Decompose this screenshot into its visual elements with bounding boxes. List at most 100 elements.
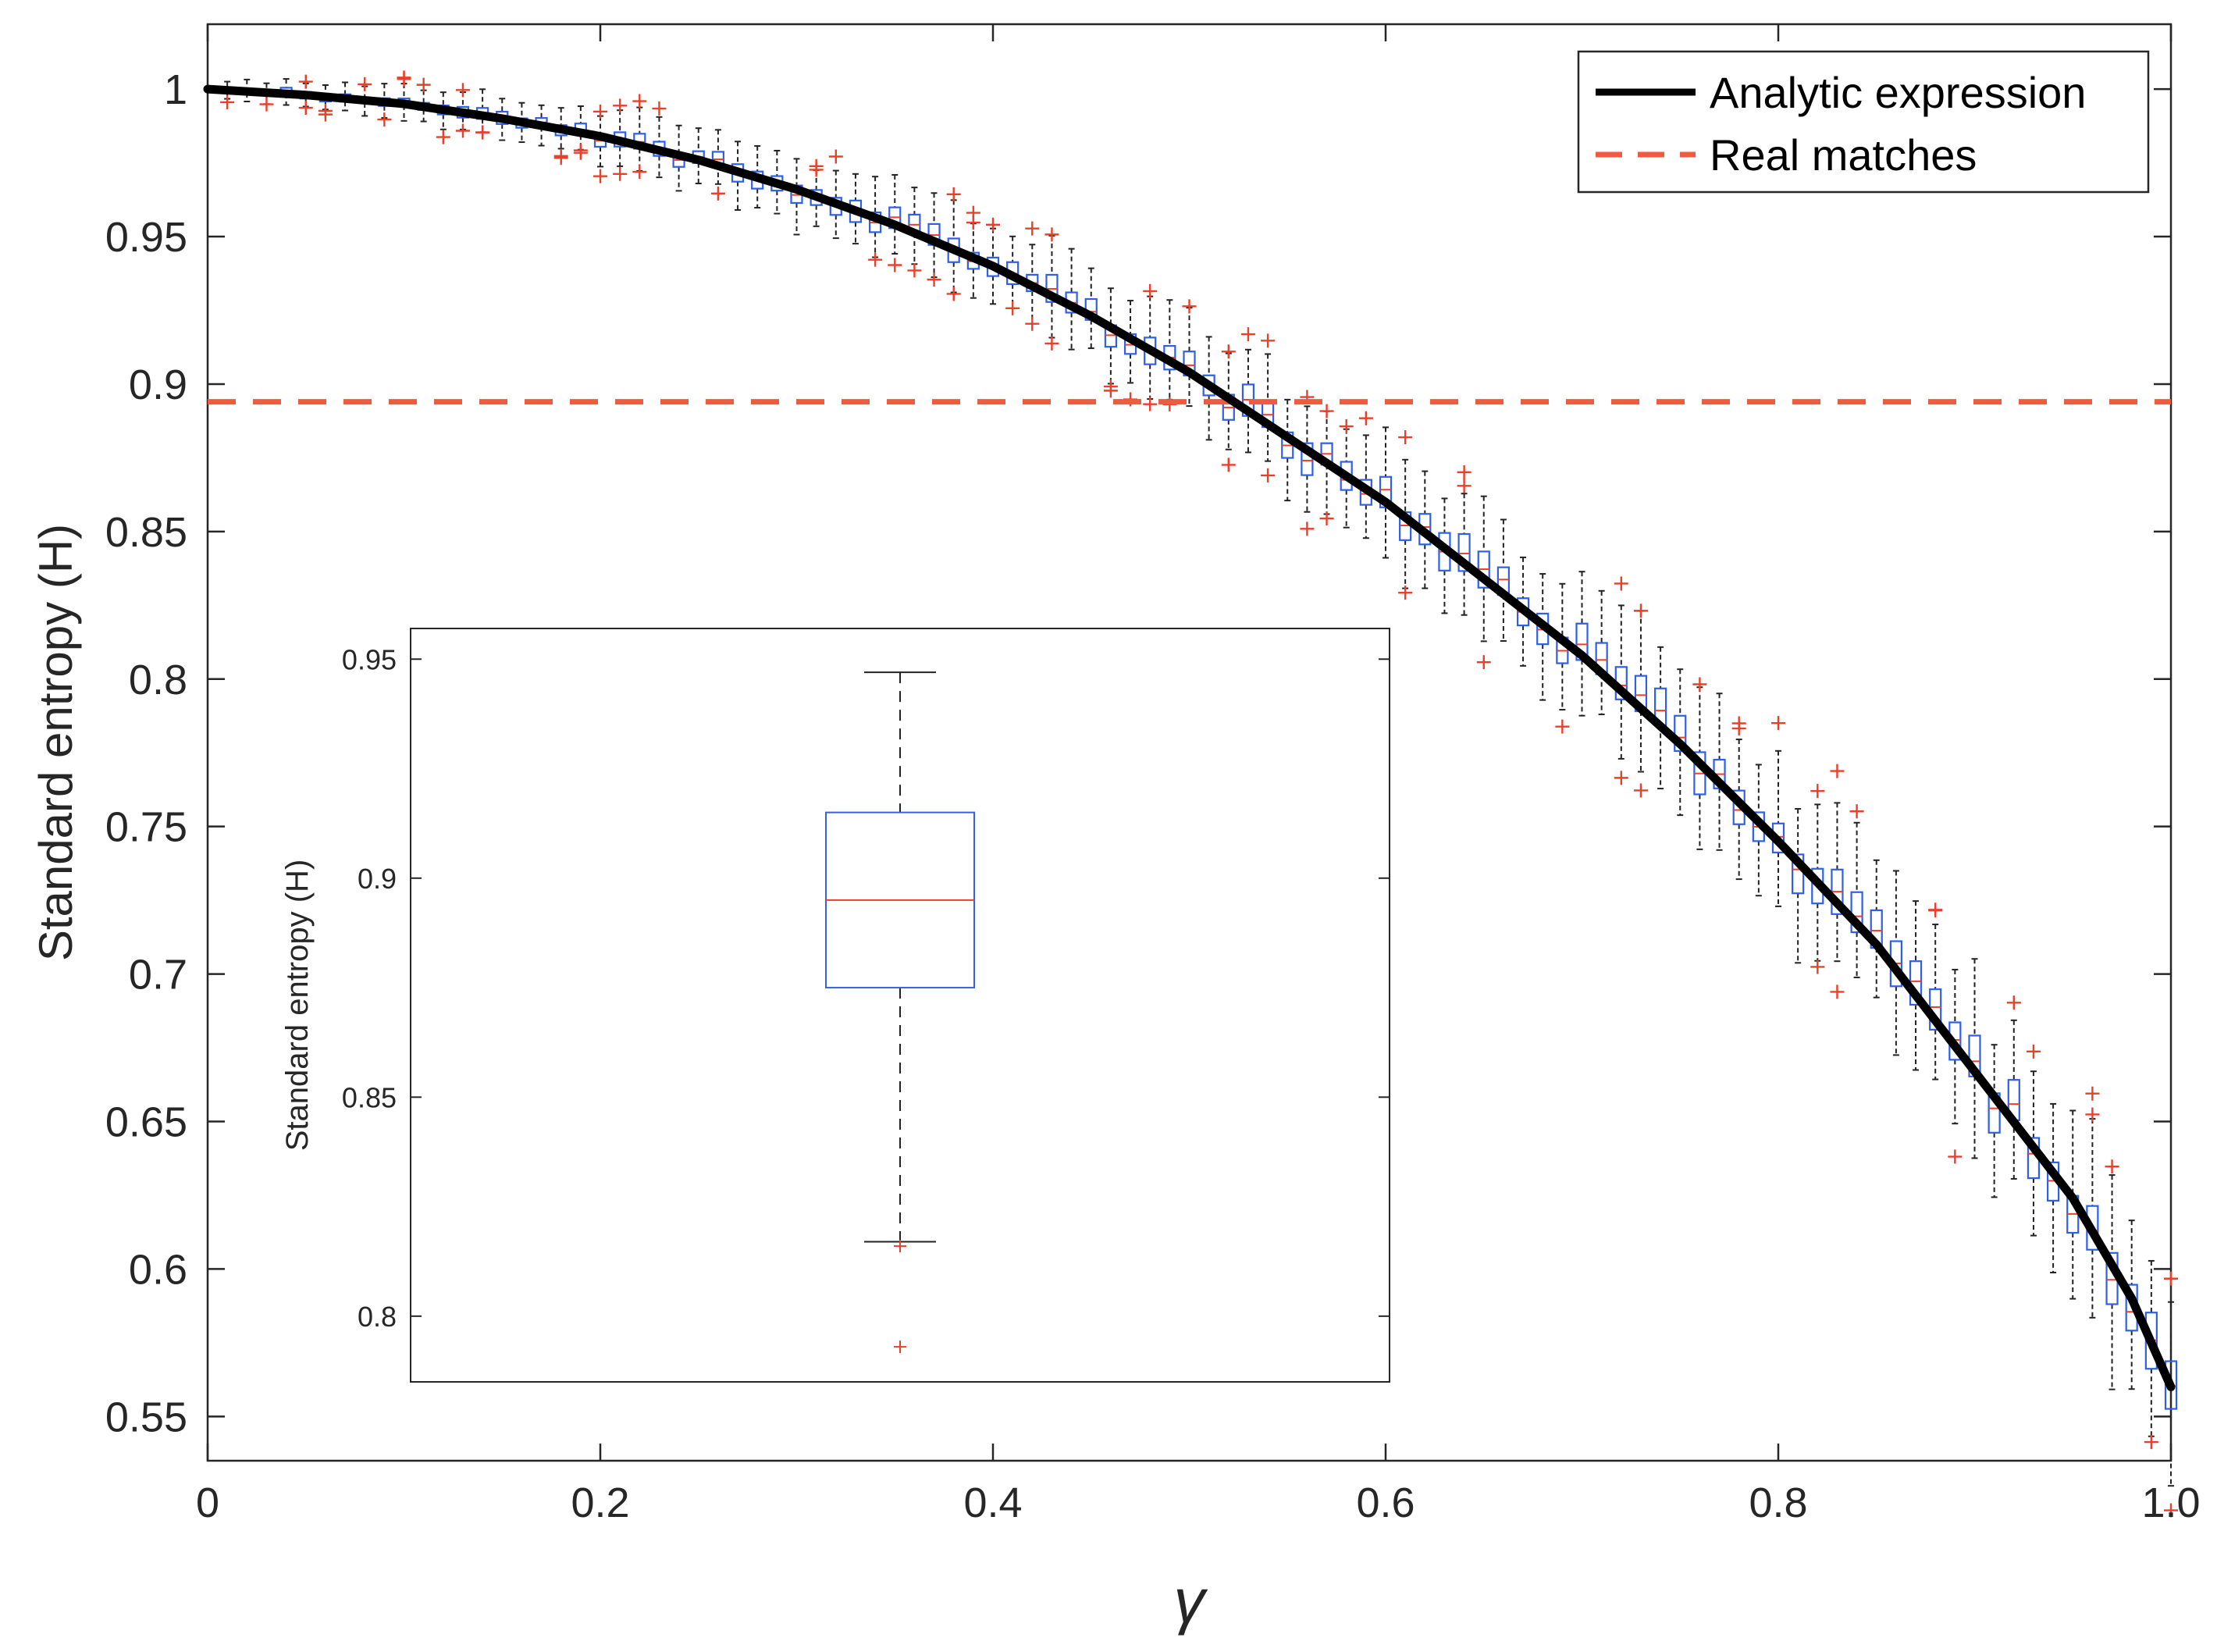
boxplot-outlier (1614, 771, 1628, 785)
boxplot (1771, 716, 1785, 907)
boxplot (1575, 571, 1589, 717)
boxplot-outlier (1044, 227, 1059, 242)
boxplot-outlier (1476, 655, 1491, 670)
y-tick-label: 0.85 (105, 509, 187, 556)
boxplot (1870, 859, 1883, 999)
boxplot-outlier (593, 104, 607, 119)
boxplot-outlier (1221, 344, 1236, 359)
boxplot-outlier (1143, 397, 1158, 411)
boxplot-outlier (613, 166, 628, 181)
boxplot-outlier (397, 72, 411, 87)
inset-y-tick-label: 0.95 (342, 643, 397, 675)
boxplot (436, 91, 450, 144)
boxplot-outlier (2006, 995, 2021, 1010)
boxplot (632, 94, 647, 180)
boxplot (1536, 573, 1550, 701)
boxplot-outlier (1457, 465, 1471, 479)
x-tick-label: 0 (196, 1479, 219, 1526)
y-tick-label: 0.95 (105, 214, 187, 261)
boxplot-outlier (358, 77, 372, 91)
boxplot-outlier (259, 97, 274, 112)
boxplot-outlier (1555, 719, 1570, 734)
y-axis-title: Standard entropy (H) (30, 524, 82, 961)
boxplot (652, 101, 667, 179)
boxplot (1084, 267, 1098, 350)
x-tick-label: 0.2 (571, 1479, 629, 1526)
boxplot-outlier (455, 123, 470, 138)
inset-plot: 0.8 0.85 0.9 0.95 Standard entropy (H) (280, 628, 1390, 1383)
boxplot (1182, 299, 1197, 408)
boxplot-outlier (809, 158, 824, 173)
boxplot-outlier (1633, 603, 1648, 618)
boxplot-outlier (1261, 468, 1276, 482)
boxplot (2085, 1086, 2100, 1319)
inset-axis-ticks (411, 658, 1390, 1317)
boxplot-outlier (868, 252, 883, 267)
boxplot-box (1457, 532, 1471, 572)
boxplot (1731, 716, 1746, 881)
boxplot-outlier (1692, 677, 1707, 692)
boxplot (1025, 221, 1040, 331)
boxplot (1281, 398, 1294, 502)
main-tick-labels: 0 0.2 0.4 0.6 0.8 1.00.550.60.650.70.750.80.8… (105, 66, 2201, 1526)
boxplot-outlier (2085, 1086, 2100, 1101)
boxplot (397, 70, 411, 122)
boxplot (455, 83, 470, 138)
boxplot (1987, 1044, 2001, 1198)
boxplot-outlier (573, 145, 588, 160)
boxplot-outlier (710, 186, 725, 201)
series-line-analytic-expression (203, 84, 2176, 1391)
x-tick-label: 0.4 (963, 1479, 1022, 1526)
boxplot-outlier (455, 83, 470, 98)
boxplot-outlier (1398, 586, 1413, 600)
legend-label-analytic-expression: Analytic expression (1710, 68, 2086, 117)
boxplot (2006, 995, 2021, 1180)
boxplot-outlier (1849, 804, 1864, 819)
boxplot (1968, 958, 1981, 1159)
boxplot (1221, 344, 1236, 472)
boxplot-outlier (946, 287, 961, 301)
boxplot (1555, 582, 1570, 734)
boxplot-outlier (1771, 716, 1785, 731)
x-tick-label: 0.6 (1356, 1479, 1415, 1526)
boxplot-outlier (632, 94, 647, 109)
inset-outlier (894, 1340, 906, 1354)
boxplot-outlier (652, 101, 667, 116)
boxplot-outlier (1221, 458, 1236, 472)
boxplot-outlier (1339, 419, 1354, 434)
boxplot-outlier (1025, 221, 1040, 236)
boxplot-outlier (2164, 1271, 2178, 1286)
y-tick-label: 0.55 (105, 1394, 187, 1440)
x-tick-label: 1.0 (2141, 1479, 2200, 1526)
boxplot (1496, 518, 1511, 643)
main-boxplots (220, 70, 2178, 1518)
boxplot (1300, 390, 1315, 536)
inset-outlier (894, 1240, 906, 1253)
boxplot-outlier (2105, 1159, 2119, 1174)
boxplot-outlier (966, 215, 980, 230)
x-axis-title: γ (1174, 1566, 1208, 1636)
boxplot-outlier (1948, 1149, 1963, 1164)
boxplot-outlier (377, 112, 392, 127)
boxplot (318, 84, 333, 122)
inset-tick-labels: 0.8 0.85 0.9 0.95 (342, 643, 397, 1333)
boxplot (1928, 903, 1943, 1081)
boxplot (1044, 227, 1059, 351)
y-tick-label: 0.6 (129, 1246, 187, 1293)
boxplot (1457, 465, 1471, 616)
boxplot-outlier (986, 217, 1000, 232)
boxplot-outlier (553, 151, 568, 166)
boxplot-outlier (1830, 764, 1845, 778)
boxplot-outlier (1398, 430, 1413, 445)
boxplot-outlier (1261, 333, 1276, 348)
boxplot-outlier (436, 130, 450, 144)
inset-y-tick-label: 0.8 (358, 1301, 397, 1333)
boxplot-outlier (416, 77, 431, 92)
boxplot (1713, 692, 1726, 851)
y-tick-label: 0.65 (105, 1099, 187, 1146)
boxplot-outlier (1358, 411, 1373, 425)
inset-plot-frame (410, 628, 1390, 1383)
inset-boxplot (825, 671, 975, 1354)
boxplot-outlier (475, 125, 490, 140)
